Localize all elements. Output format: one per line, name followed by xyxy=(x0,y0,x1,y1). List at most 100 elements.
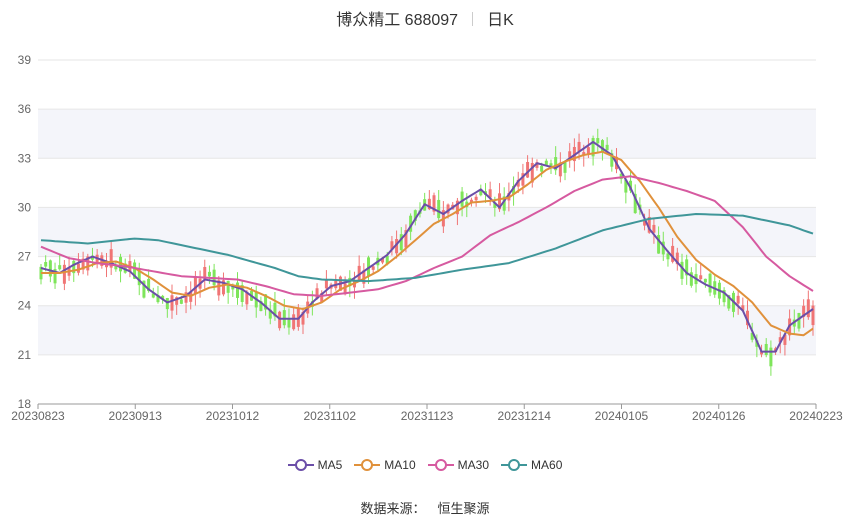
candle xyxy=(423,192,427,211)
candle xyxy=(610,149,614,172)
candle xyxy=(675,247,679,271)
candle-body xyxy=(226,280,230,293)
candle-body xyxy=(544,160,548,166)
x-tick-label: 20231102 xyxy=(304,409,357,423)
candle-body xyxy=(516,179,520,187)
candle-body xyxy=(404,230,408,248)
y-tick-label: 21 xyxy=(18,348,32,362)
candle-body xyxy=(610,153,614,167)
candle-body xyxy=(409,215,413,232)
x-tick-label: 20240105 xyxy=(595,409,649,423)
candle-body xyxy=(371,266,375,270)
x-tick-label: 20240126 xyxy=(692,409,746,423)
candle-body xyxy=(577,141,581,152)
candle xyxy=(81,251,85,275)
candle xyxy=(203,259,207,289)
candle-body xyxy=(455,200,459,215)
candle-body xyxy=(264,294,268,310)
candle-body xyxy=(535,162,539,168)
candle xyxy=(741,297,745,312)
candle-body xyxy=(708,273,712,293)
candle xyxy=(558,152,562,183)
chart-legend: MA5 MA10 MA30 MA60 xyxy=(0,458,850,472)
candle-body xyxy=(685,259,689,276)
candle-body xyxy=(151,293,155,298)
candle-body xyxy=(460,191,464,207)
candle-body xyxy=(521,173,525,186)
candle-body xyxy=(666,253,670,260)
candle-body xyxy=(446,204,450,214)
x-tick-label: 20231123 xyxy=(401,409,454,423)
candle xyxy=(184,286,188,314)
candle xyxy=(783,333,787,356)
candle xyxy=(371,264,375,274)
legend-label: MA60 xyxy=(531,458,563,472)
candle-body xyxy=(62,264,66,284)
plot-area: 18 21 24 27 30 33 36 39 20230823 20230913 20231012… xyxy=(11,53,843,423)
legend-item-ma30[interactable]: MA30 xyxy=(427,458,489,472)
candle-body xyxy=(58,265,62,270)
candle xyxy=(526,155,530,179)
candle xyxy=(287,308,291,335)
candle-body xyxy=(123,263,127,273)
candle-body xyxy=(221,280,225,295)
candle-body xyxy=(278,311,282,329)
candle-body xyxy=(217,280,221,296)
candle-body xyxy=(554,157,558,171)
x-tick-label: 20230823 xyxy=(11,409,65,423)
candle-body xyxy=(301,312,305,325)
candle-body xyxy=(605,144,609,151)
candle xyxy=(58,254,62,271)
legend-marker-icon xyxy=(354,459,381,471)
candle-body xyxy=(680,261,684,279)
y-tick-label: 18 xyxy=(18,397,32,411)
candle xyxy=(240,281,244,307)
candle xyxy=(86,253,90,276)
candle-body xyxy=(488,189,492,198)
legend-item-ma5[interactable]: MA5 xyxy=(287,458,342,472)
candle-body xyxy=(764,343,768,356)
candle xyxy=(357,255,361,282)
y-tick-label: 33 xyxy=(18,151,32,165)
candle-body xyxy=(273,302,277,317)
legend-item-ma10[interactable]: MA10 xyxy=(354,458,416,472)
x-tick-label: 20240223 xyxy=(789,409,843,423)
candle xyxy=(259,296,263,312)
legend-marker-icon xyxy=(287,459,314,471)
candle-body xyxy=(236,282,240,298)
candle-body xyxy=(502,196,506,211)
candle xyxy=(685,254,689,285)
candle-body xyxy=(81,258,85,270)
x-tick-label: 20231012 xyxy=(206,409,260,423)
candle-body xyxy=(591,138,595,157)
candle-body xyxy=(48,260,52,277)
candle xyxy=(39,264,43,285)
candle xyxy=(362,263,366,288)
candle-body xyxy=(469,199,473,204)
candle-body xyxy=(399,234,403,251)
y-tick-label: 36 xyxy=(18,102,32,116)
candle xyxy=(713,275,717,298)
candle xyxy=(142,280,146,299)
candle xyxy=(76,253,80,276)
candle-body xyxy=(769,347,773,367)
candle-body xyxy=(512,185,516,195)
candle xyxy=(521,163,525,195)
candle-body xyxy=(245,291,249,305)
candle xyxy=(736,290,740,315)
candle-body xyxy=(343,283,347,295)
candle-body xyxy=(568,151,572,158)
candle-body xyxy=(165,298,169,310)
candle-body xyxy=(647,216,651,233)
candle-body xyxy=(432,195,436,212)
candle xyxy=(797,312,801,332)
candle-body xyxy=(558,162,562,177)
candle-body xyxy=(72,260,76,274)
y-tick-label: 39 xyxy=(18,53,32,67)
legend-item-ma60[interactable]: MA60 xyxy=(501,458,562,472)
candle xyxy=(334,274,338,291)
candle-body xyxy=(324,279,328,289)
chart-title: 博众精工 688097 日K xyxy=(0,6,850,30)
candle-body xyxy=(76,263,80,273)
candle-body xyxy=(760,350,764,355)
